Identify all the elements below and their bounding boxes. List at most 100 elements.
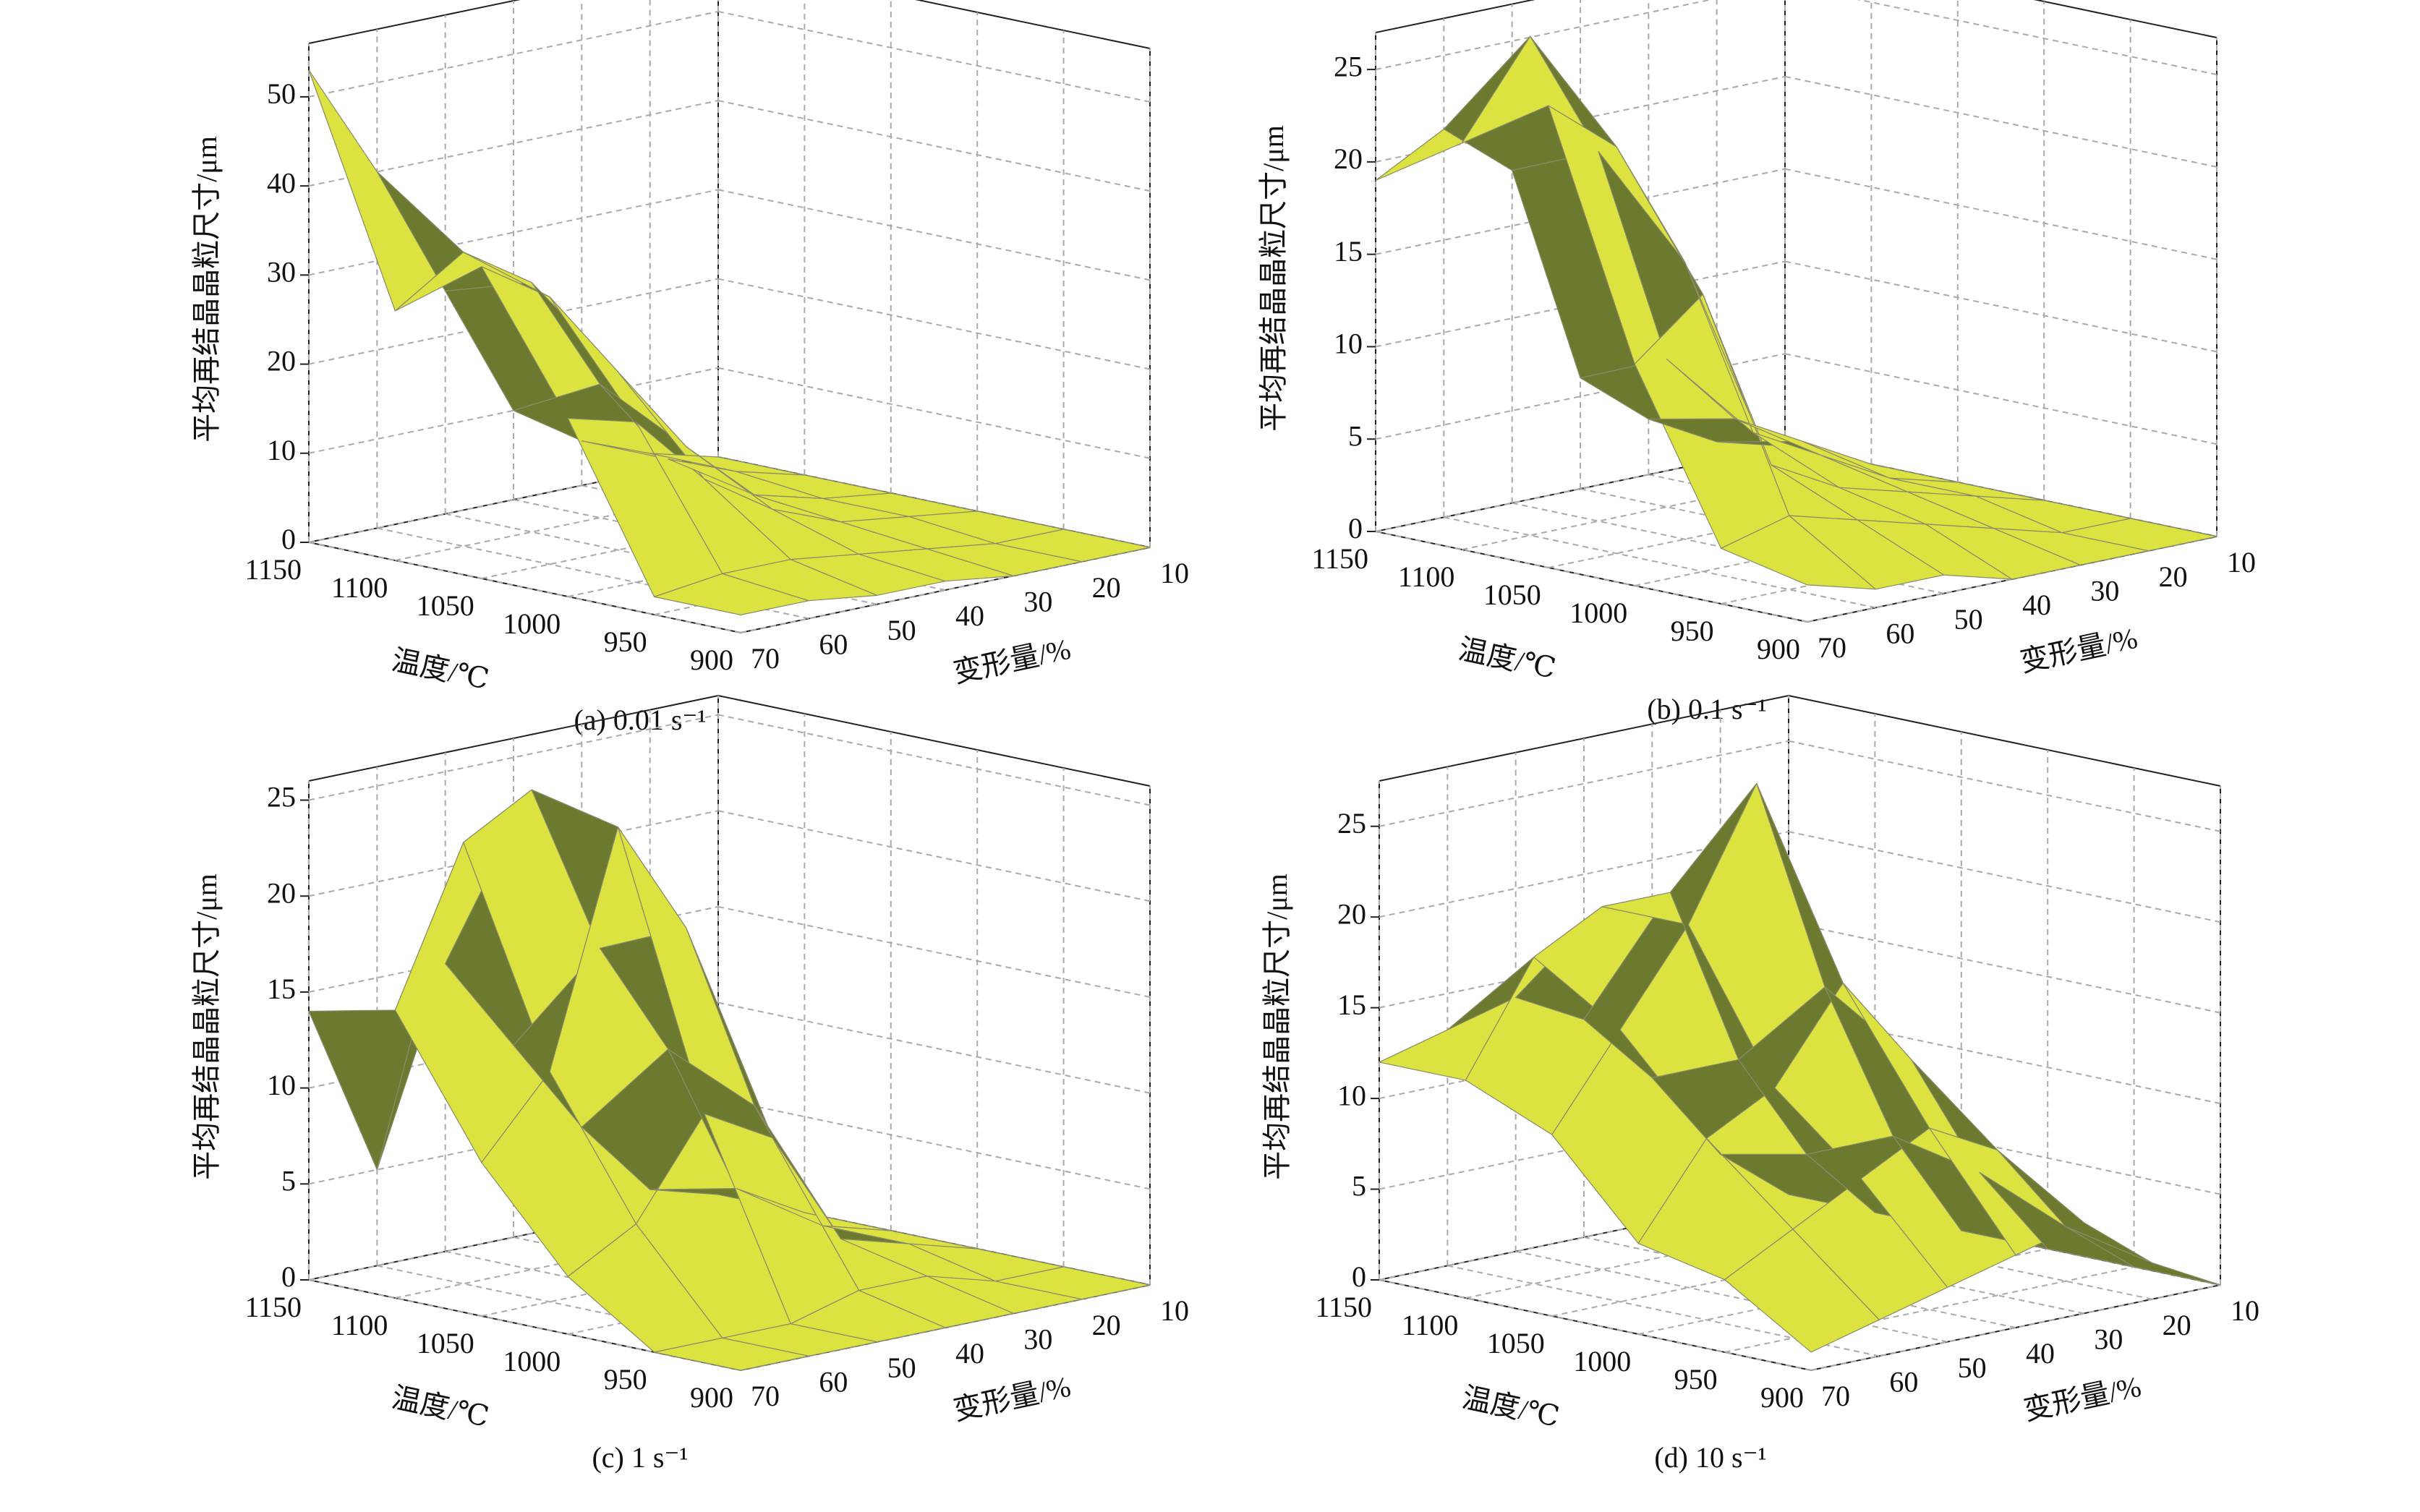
z-tick-label: 30	[267, 256, 296, 289]
subplot: 0 5 10 15 20 25 900 950 1000 1050 1100 1150 10 20 30 40…	[1261, 695, 2259, 1474]
z-tick-label: 50	[267, 77, 296, 110]
x-tick-label: 1000	[1573, 1345, 1631, 1378]
x-tick-label: 1150	[244, 1291, 302, 1323]
grid-line	[1583, 1236, 2016, 1328]
grid-line	[1784, 260, 2217, 353]
x-tick-label: 1100	[1402, 1309, 1459, 1341]
x-tick-label: 1150	[1315, 1291, 1372, 1323]
grid-line	[308, 367, 719, 454]
y-tick-label: 30	[1023, 1323, 1052, 1356]
caption: (b) 0.1 s⁻¹	[1647, 693, 1766, 725]
y-tick-label: 20	[2163, 1309, 2191, 1341]
y-tick-label: 10	[2231, 1294, 2259, 1327]
y-tick-label: 10	[2227, 546, 2256, 578]
z-tick-label: 15	[1337, 988, 1366, 1021]
z-tick-label: 5	[1348, 419, 1363, 452]
surface-face	[2061, 518, 2217, 552]
z-tick-label: 10	[267, 434, 296, 466]
y-tick-label: 20	[1092, 571, 1121, 604]
z-tick-label: 25	[267, 781, 296, 813]
y-tick-label: 70	[1818, 631, 1846, 664]
box-edge	[915, 0, 1151, 49]
y-axis-title: 变形量/%	[2017, 622, 2140, 678]
z-axis-title: 平均再结晶晶粒尺寸/μm	[190, 136, 223, 443]
z-tick-label: 10	[1334, 328, 1363, 360]
x-tick-label: 900	[1760, 1381, 1804, 1414]
z-tick-label: 5	[1352, 1170, 1366, 1203]
grid-line	[717, 1001, 1151, 1094]
z-tick-label: 20	[1334, 142, 1363, 175]
y-tick-label: 60	[1886, 618, 1914, 650]
z-tick-label: 20	[267, 345, 296, 377]
grid-line	[1375, 531, 1808, 623]
y-tick-label: 30	[2094, 1323, 2123, 1356]
grid-line	[1784, 353, 2217, 445]
y-tick-label: 50	[887, 614, 916, 646]
y-tick-label: 60	[1889, 1366, 1918, 1398]
x-tick-label: 900	[1757, 633, 1800, 665]
x-tick-label: 1150	[244, 553, 302, 586]
grid-line	[717, 278, 1151, 370]
surface-face	[2065, 1226, 2221, 1286]
x-tick-label: 1050	[417, 1327, 474, 1359]
z-tick-label: 10	[267, 1069, 296, 1101]
grid-line	[717, 1098, 1151, 1190]
x-tick-label: 950	[604, 1363, 647, 1396]
z-axis-title: 平均再结晶晶粒尺寸/μm	[1261, 874, 1293, 1180]
z-tick-label: 25	[1337, 807, 1366, 840]
x-axis-title: 温度/℃	[389, 1381, 492, 1433]
z-tick-label: 0	[281, 523, 296, 555]
grid-line	[717, 905, 1151, 998]
caption: (d) 10 s⁻¹	[1654, 1441, 1766, 1474]
grid-line	[1515, 1250, 1948, 1343]
x-tick-label: 900	[690, 644, 733, 676]
z-tick-label: 0	[1348, 512, 1363, 544]
z-tick-label: 20	[267, 876, 296, 909]
grid-line	[717, 10, 1151, 103]
y-tick-label: 50	[887, 1351, 916, 1384]
x-tick-label: 1100	[331, 571, 388, 604]
x-tick-label: 1100	[1398, 560, 1455, 593]
grid-line	[717, 810, 1151, 902]
x-tick-label: 1150	[1311, 542, 1368, 575]
y-tick-label: 70	[751, 642, 780, 675]
y-tick-label: 50	[1954, 603, 1983, 636]
z-tick-label: 0	[281, 1260, 296, 1293]
y-tick-label: 40	[955, 599, 984, 632]
grid-line	[1788, 740, 2221, 832]
grid-line	[1788, 831, 2221, 923]
x-tick-label: 950	[1674, 1363, 1718, 1396]
grid-line	[1810, 1284, 2221, 1371]
caption: (c) 1 s⁻¹	[592, 1441, 688, 1474]
x-tick-label: 1050	[1483, 578, 1541, 611]
grid-line	[717, 714, 1151, 806]
y-axis-title: 变形量/%	[2021, 1370, 2144, 1427]
z-tick-label: 40	[267, 166, 296, 199]
y-tick-label: 60	[819, 628, 848, 661]
y-tick-label: 10	[1160, 1294, 1189, 1327]
z-axis-title: 平均再结晶晶粒尺寸/μm	[1257, 125, 1290, 432]
y-tick-label: 30	[1023, 586, 1052, 618]
z-tick-label: 15	[267, 973, 296, 1005]
box-edge	[1788, 695, 2221, 787]
y-tick-label: 40	[2026, 1337, 2055, 1370]
box-edge	[717, 695, 1151, 787]
grid-line	[1724, 1266, 2134, 1353]
y-tick-label: 40	[955, 1337, 984, 1370]
y-tick-label: 40	[2022, 589, 2051, 621]
grid-line	[717, 367, 1151, 459]
grid-line	[308, 542, 741, 633]
x-tick-label: 1000	[503, 1345, 561, 1378]
y-axis-title: 变形量/%	[950, 633, 1073, 689]
surface-face	[994, 529, 1151, 563]
subplot: 0 5 10 15 20 25 900 950 1000 1050 1100 1150 10 20 30 40…	[190, 695, 1189, 1474]
y-tick-label: 50	[1958, 1351, 1987, 1384]
z-tick-label: 15	[1334, 235, 1363, 268]
x-tick-label: 900	[690, 1381, 733, 1414]
x-tick-label: 1100	[331, 1309, 388, 1341]
grid-line	[1379, 1279, 1812, 1371]
grid-line	[717, 100, 1151, 192]
grid-line	[308, 278, 719, 365]
